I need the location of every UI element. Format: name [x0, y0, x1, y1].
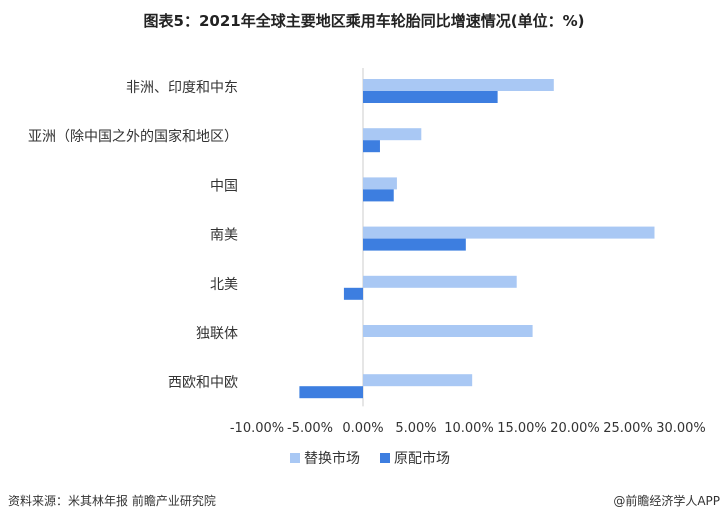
bar-replacement-1: [363, 79, 554, 91]
legend-label-oem: 原配市场: [394, 450, 450, 467]
bar-oem-3: [363, 189, 394, 202]
tick-label-7: 25.00%: [603, 421, 653, 436]
bar-oem-4: [363, 238, 466, 251]
bar-replacement-4: [363, 226, 655, 239]
tick-labels-group: -10.00% -5.00% 0.00% 5.00% 10.00% 15.00% 20.00…: [230, 421, 706, 436]
bar-replacement-3: [363, 177, 397, 190]
credit-note: @前瞻经济学人APP: [613, 494, 720, 508]
bar-replacement-7: [363, 374, 473, 387]
category-label-7: 西欧和中欧: [168, 375, 238, 391]
bar-oem-2: [363, 140, 380, 153]
category-label-5: 北美: [210, 277, 238, 293]
bar-oem-7: [299, 386, 363, 399]
legend-swatch-oem: [380, 453, 390, 463]
tick-label-4: 10.00%: [444, 421, 494, 436]
bar-replacement-5: [363, 275, 517, 288]
bars-group: [299, 68, 655, 407]
category-label-6: 独联体: [196, 326, 238, 342]
tick-label-8: 30.00%: [656, 421, 706, 436]
tick-label-1: -5.00%: [287, 421, 333, 436]
legend-label-replacement: 替换市场: [304, 450, 360, 467]
legend: 替换市场 原配市场: [290, 450, 450, 467]
bar-oem-1: [363, 91, 498, 103]
tick-label-2: 0.00%: [342, 421, 383, 436]
source-note: 资料来源：米其林年报 前瞻产业研究院: [8, 494, 216, 508]
tick-label-3: 5.00%: [395, 421, 436, 436]
bar-oem-5: [343, 287, 363, 300]
chart-title: 图表5：2021年全球主要地区乘用车轮胎同比增速情况(单位：%): [143, 12, 585, 30]
category-label-2: 亚洲（除中国之外的国家和地区）: [28, 128, 238, 145]
tick-label-5: 15.00%: [497, 421, 547, 436]
bar-replacement-2: [363, 128, 422, 141]
bar-replacement-6: [363, 325, 533, 337]
tick-label-6: 20.00%: [550, 421, 600, 436]
category-label-3: 中国: [210, 178, 238, 194]
tick-label-0: -10.00%: [230, 421, 284, 436]
category-label-1: 非洲、印度和中东: [126, 80, 238, 96]
category-label-4: 南美: [210, 228, 238, 244]
legend-swatch-replacement: [290, 453, 300, 463]
